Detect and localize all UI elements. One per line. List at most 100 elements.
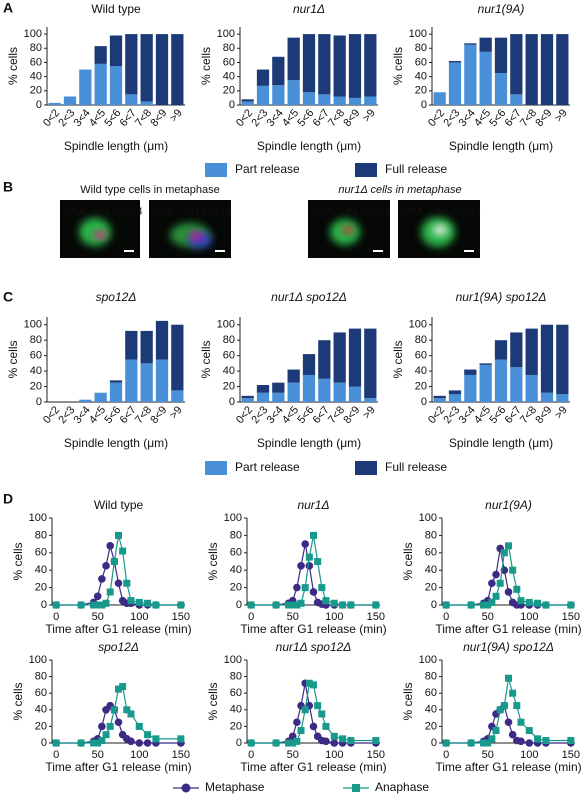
data-point: [297, 727, 305, 735]
bar-segment: [494, 340, 508, 360]
data-point: [330, 732, 338, 740]
bar-segment: [125, 94, 138, 105]
y-tick-label: 60: [425, 687, 437, 699]
y-tick-label: 20: [223, 85, 235, 97]
y-tick-label: 20: [30, 380, 42, 392]
data-point: [52, 601, 60, 609]
chart-title: nur1(9A) spo12Δ: [456, 290, 547, 304]
y-tick-label: 40: [35, 704, 47, 716]
bar-segment: [171, 34, 184, 105]
bar-segment: [287, 382, 300, 402]
data-point: [567, 601, 575, 609]
x-tick-label: 8<9: [341, 404, 362, 426]
x-axis-label: Spindle length (μm): [449, 139, 553, 153]
x-tick-label: 0: [443, 749, 449, 761]
x-axis-label: Spindle length (μm): [449, 436, 553, 450]
bar-segment: [448, 62, 462, 105]
bar-segment: [171, 390, 184, 402]
legend-swatch: [355, 163, 377, 177]
data-point: [127, 597, 135, 605]
bar-segment: [272, 392, 285, 402]
bar-segment: [540, 324, 554, 393]
data-point: [115, 685, 122, 693]
y-tick-label: 100: [24, 319, 42, 331]
data-point: [534, 599, 542, 607]
series-line: [56, 545, 181, 606]
chart-title: nur1Δ: [297, 498, 329, 512]
bar-segment: [464, 369, 477, 375]
y-tick-label: 60: [230, 687, 242, 699]
y-tick-label: 60: [223, 350, 235, 362]
data-point: [285, 601, 293, 609]
data-point: [480, 739, 488, 747]
legend-marker: [181, 783, 191, 793]
x-axis-label: Time after G1 release (min): [45, 760, 191, 774]
bar-segment: [540, 392, 554, 402]
data-point: [98, 737, 106, 745]
data-point: [509, 689, 517, 697]
data-point: [505, 674, 512, 682]
y-tick-label: 20: [35, 582, 47, 594]
legend-label: Anaphase: [375, 780, 429, 794]
y-tick-label: 100: [224, 512, 242, 524]
legend-label: Full release: [385, 460, 447, 474]
y-tick-label: 80: [30, 42, 42, 54]
y-tick-label: 100: [419, 512, 437, 524]
x-tick-label: 8<9: [533, 107, 554, 129]
data-point: [513, 585, 521, 593]
bar-segment: [125, 34, 138, 95]
bar-segment: [287, 369, 300, 383]
x-tick-label: 100: [130, 749, 148, 761]
y-tick-label: 60: [425, 547, 437, 559]
bar-segment: [241, 99, 254, 102]
y-tick-label: 40: [425, 564, 437, 576]
y-tick-label: 20: [425, 582, 437, 594]
bar-segment: [556, 324, 569, 395]
bar-segment: [109, 66, 123, 105]
y-tick-label: 80: [30, 334, 42, 346]
y-axis-label: % cells: [391, 47, 405, 85]
x-axis-label: Time after G1 release (min): [240, 622, 386, 636]
y-tick-label: 80: [425, 529, 437, 541]
image-caption: Wild type cells in metaphase: [80, 184, 219, 196]
y-axis-label: % cells: [199, 340, 213, 378]
data-point: [115, 531, 122, 539]
data-point: [301, 706, 309, 714]
y-tick-label: 20: [415, 380, 427, 392]
data-point: [177, 601, 185, 609]
data-point: [492, 592, 500, 600]
data-point: [77, 601, 85, 609]
x-tick-label: 150: [172, 749, 190, 761]
data-point: [372, 737, 380, 745]
micrograph: [149, 200, 231, 258]
x-tick-label: 8<9: [341, 107, 362, 129]
panel-label: C: [3, 289, 13, 305]
data-point: [309, 722, 318, 731]
y-tick-label: 100: [29, 512, 47, 524]
data-point: [525, 739, 534, 747]
x-tick-label: >9: [361, 107, 378, 124]
bar-segment: [364, 96, 377, 105]
data-point: [496, 706, 504, 714]
data-point: [144, 731, 152, 739]
panel-label: D: [3, 491, 13, 507]
y-tick-label: 80: [223, 42, 235, 54]
bar-segment: [256, 385, 270, 393]
bar-segment: [348, 34, 362, 98]
data-point: [152, 601, 160, 609]
chart-title: nur1Δ spo12Δ: [276, 640, 352, 654]
bar-segment: [510, 34, 523, 95]
bar-segment: [494, 73, 508, 105]
y-tick-label: 40: [415, 365, 427, 377]
y-axis-label: % cells: [391, 340, 405, 378]
data-point: [322, 722, 330, 730]
y-tick-label: 40: [30, 365, 42, 377]
bar-segment: [125, 359, 138, 402]
bar-segment: [302, 34, 316, 93]
channel-label: DNA: [402, 207, 423, 218]
bar-segment: [479, 363, 492, 365]
bar-segment: [109, 35, 123, 66]
y-tick-label: 100: [419, 654, 437, 666]
series-line: [251, 682, 376, 744]
series-line: [251, 683, 376, 744]
